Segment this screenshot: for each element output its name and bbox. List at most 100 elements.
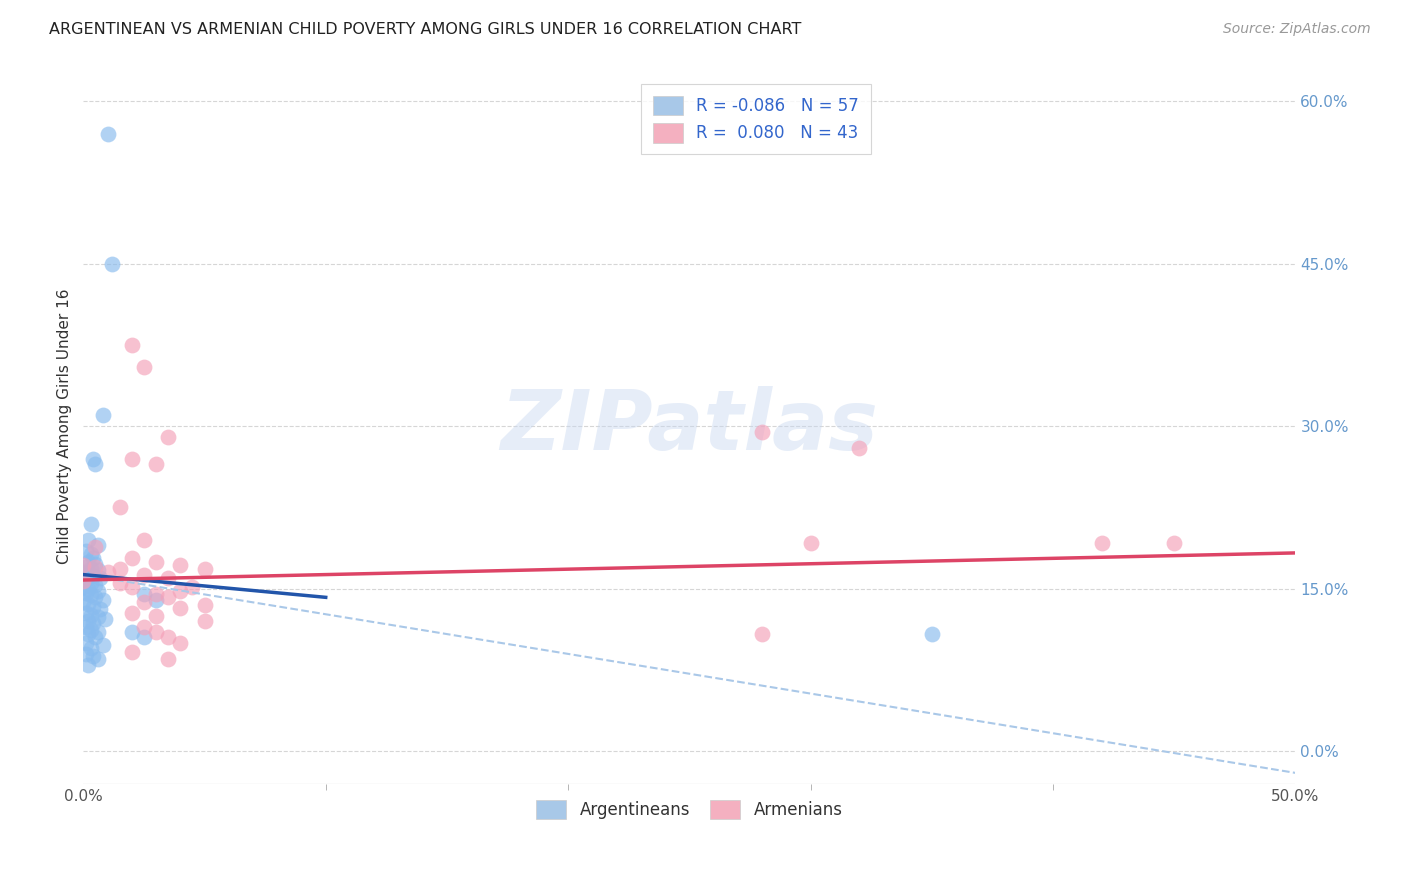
Point: [82, 568, 104, 582]
Point: [145, 587, 167, 601]
Point: [87, 538, 110, 552]
Point: [121, 644, 143, 658]
Point: [87, 652, 110, 666]
Point: [91, 638, 114, 652]
Point: [157, 631, 180, 645]
Point: [169, 583, 191, 598]
Point: [75, 586, 97, 600]
Point: [82, 648, 104, 663]
Text: ZIPatlas: ZIPatlas: [501, 385, 879, 467]
Point: [921, 627, 943, 641]
Point: [72, 558, 94, 572]
Point: [132, 359, 155, 374]
Point: [193, 614, 215, 628]
Point: [132, 595, 155, 609]
Point: [157, 591, 180, 605]
Point: [132, 631, 155, 645]
Point: [96, 127, 118, 141]
Point: [84, 631, 107, 645]
Point: [145, 608, 167, 623]
Point: [108, 500, 131, 515]
Point: [82, 451, 104, 466]
Point: [89, 571, 111, 585]
Point: [145, 457, 167, 471]
Point: [132, 587, 155, 601]
Point: [79, 576, 101, 591]
Point: [132, 619, 155, 633]
Point: [82, 600, 104, 615]
Point: [75, 543, 97, 558]
Point: [84, 578, 107, 592]
Point: [84, 557, 107, 571]
Point: [121, 580, 143, 594]
Point: [1090, 536, 1112, 550]
Point: [1163, 536, 1185, 550]
Point: [108, 562, 131, 576]
Point: [75, 619, 97, 633]
Point: [169, 558, 191, 572]
Point: [193, 562, 215, 576]
Point: [132, 567, 155, 582]
Point: [79, 607, 101, 622]
Point: [157, 652, 180, 666]
Point: [751, 425, 773, 439]
Point: [82, 616, 104, 631]
Point: [121, 625, 143, 640]
Point: [121, 338, 143, 352]
Point: [82, 551, 104, 566]
Point: [101, 256, 124, 270]
Point: [77, 627, 100, 641]
Point: [132, 533, 155, 547]
Point: [91, 409, 114, 423]
Point: [181, 580, 204, 594]
Point: [87, 563, 110, 577]
Point: [75, 636, 97, 650]
Point: [79, 516, 101, 531]
Point: [77, 597, 100, 611]
Point: [77, 614, 100, 628]
Point: [193, 598, 215, 612]
Point: [75, 606, 97, 620]
Legend: Argentineans, Armenians: Argentineans, Armenians: [530, 793, 849, 825]
Point: [84, 591, 107, 605]
Point: [145, 592, 167, 607]
Y-axis label: Child Poverty Among Girls Under 16: Child Poverty Among Girls Under 16: [58, 288, 72, 564]
Point: [157, 571, 180, 585]
Point: [79, 588, 101, 602]
Point: [96, 566, 118, 580]
Point: [72, 595, 94, 609]
Point: [75, 647, 97, 661]
Point: [77, 582, 100, 596]
Point: [169, 601, 191, 615]
Point: [87, 625, 110, 640]
Point: [84, 560, 107, 574]
Point: [77, 555, 100, 569]
Point: [84, 457, 107, 471]
Point: [87, 610, 110, 624]
Text: ARGENTINEAN VS ARMENIAN CHILD POVERTY AMONG GIRLS UNDER 16 CORRELATION CHART: ARGENTINEAN VS ARMENIAN CHILD POVERTY AM…: [49, 22, 801, 37]
Point: [848, 441, 870, 455]
Point: [72, 566, 94, 580]
Point: [121, 606, 143, 620]
Point: [79, 641, 101, 656]
Point: [77, 567, 100, 582]
Point: [121, 451, 143, 466]
Point: [91, 592, 114, 607]
Point: [84, 541, 107, 555]
Point: [79, 547, 101, 561]
Point: [89, 602, 111, 616]
Point: [77, 533, 100, 547]
Point: [157, 430, 180, 444]
Point: [75, 573, 97, 587]
Point: [87, 583, 110, 598]
Point: [94, 612, 117, 626]
Point: [145, 625, 167, 640]
Point: [800, 536, 823, 550]
Text: Source: ZipAtlas.com: Source: ZipAtlas.com: [1223, 22, 1371, 37]
Point: [108, 576, 131, 591]
Point: [751, 627, 773, 641]
Point: [72, 580, 94, 594]
Point: [79, 623, 101, 637]
Point: [145, 555, 167, 569]
Point: [77, 657, 100, 672]
